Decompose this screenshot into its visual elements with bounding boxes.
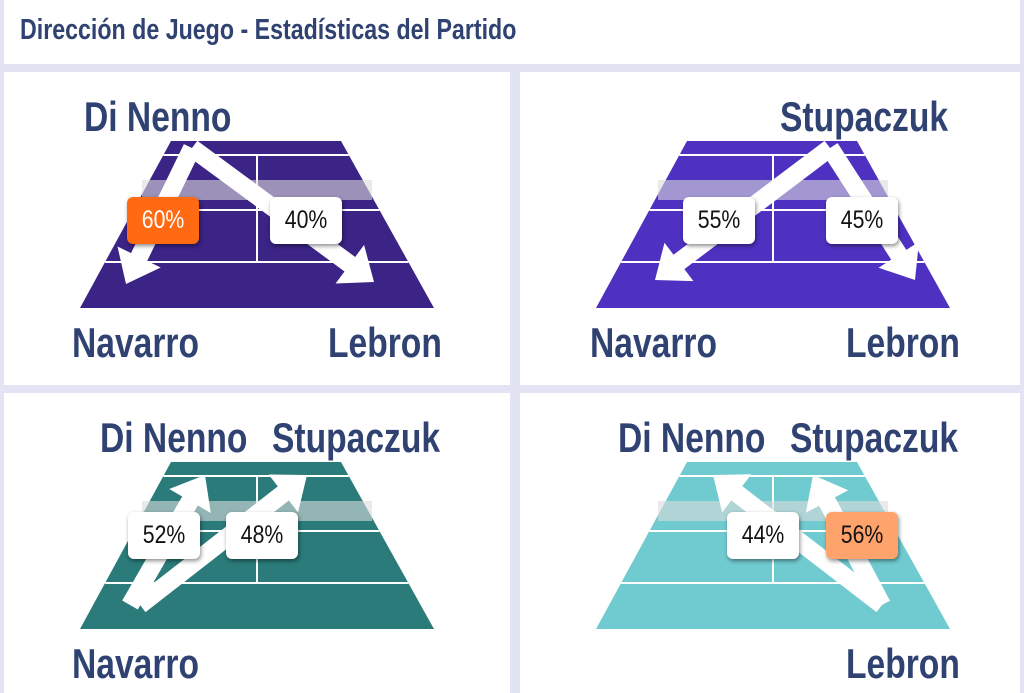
stat-value: 40% <box>284 206 328 234</box>
stat-value: 45% <box>840 206 884 234</box>
stat-badge: 48% <box>226 512 298 559</box>
player-label-bottom: Navarro <box>72 640 200 687</box>
stat-badge: 45% <box>826 197 898 244</box>
player-label-bottom-left: Navarro <box>590 319 718 366</box>
player-label-bottom: Lebron <box>846 640 960 687</box>
stat-badge: 55% <box>683 197 755 244</box>
player-label-top: Stupaczuk <box>780 93 949 140</box>
stat-value: 48% <box>240 521 284 549</box>
stat-badge: 60% <box>127 197 199 244</box>
panel-stupaczuk-direction: Stupaczuk Navarro Lebron 55% 45% <box>520 72 1020 385</box>
stat-value: 56% <box>840 521 884 549</box>
player-label-bottom-right: Lebron <box>328 319 442 366</box>
panel-lebron-direction: Di Nenno Stupaczuk Lebron 44% 56% <box>520 393 1020 693</box>
player-label-top-left: Di Nenno <box>100 414 248 461</box>
player-label-top-right: Stupaczuk <box>272 414 441 461</box>
panel-navarro-direction: Di Nenno Stupaczuk Navarro 52% 48% <box>4 393 510 693</box>
court-diagram <box>596 140 950 308</box>
stat-value: 44% <box>741 521 785 549</box>
stat-badge: 56% <box>826 512 898 559</box>
direction-arrow <box>713 474 888 613</box>
direction-arrow <box>134 474 307 613</box>
stat-badge: 52% <box>128 512 200 559</box>
page-title: Dirección de Juego - Estadísticas del Pa… <box>20 14 517 46</box>
player-label-bottom-right: Lebron <box>846 319 960 366</box>
stat-value: 55% <box>697 206 741 234</box>
stat-badge: 40% <box>270 197 342 244</box>
stat-value: 60% <box>141 206 185 234</box>
stat-value: 52% <box>142 521 186 549</box>
header: Dirección de Juego - Estadísticas del Pa… <box>4 0 1020 64</box>
player-label-bottom-left: Navarro <box>72 319 200 366</box>
player-label-top: Di Nenno <box>84 93 232 140</box>
player-label-top-left: Di Nenno <box>618 414 766 461</box>
stat-badge: 44% <box>727 512 799 559</box>
player-label-top-right: Stupaczuk <box>790 414 959 461</box>
panel-dinenno-direction: Di Nenno Navarro Lebron 60% 40% <box>4 72 510 385</box>
